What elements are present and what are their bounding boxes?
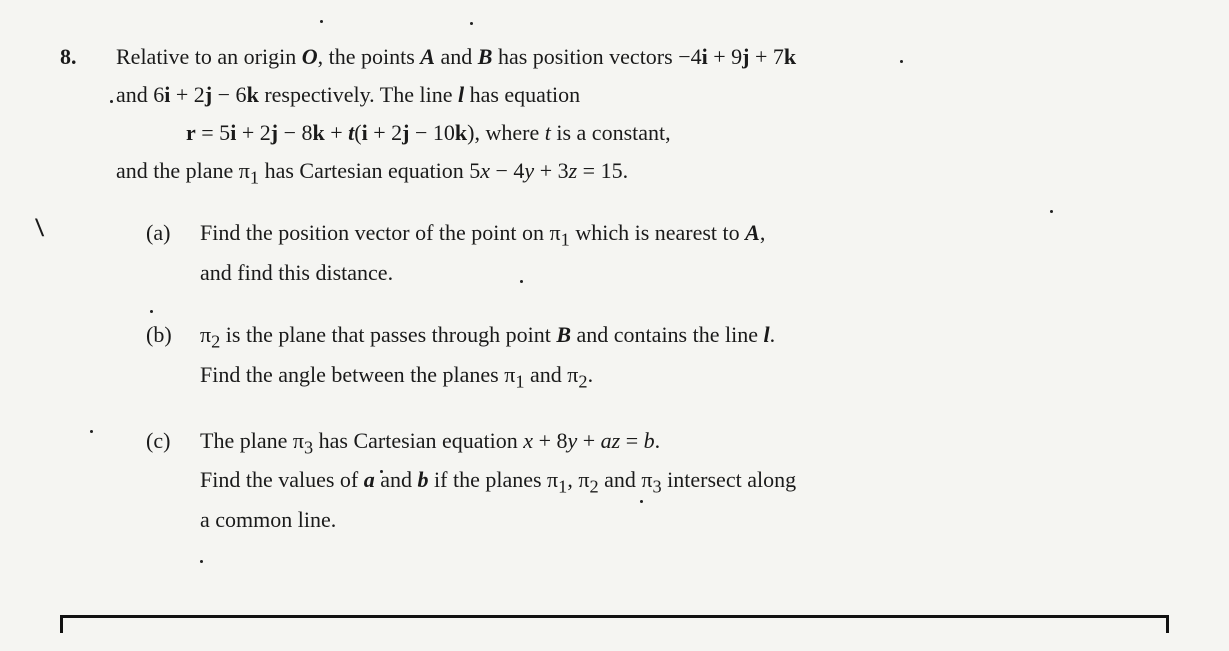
plane-line: and the plane π1 has Cartesian equation …	[116, 154, 1179, 192]
photocopy-speck	[640, 500, 643, 503]
part-c-line-1: The plane π3 has Cartesian equation x + …	[200, 424, 1179, 462]
question-body: Relative to an origin O, the points A an…	[116, 40, 1179, 565]
equation-line: r = 5i + 2j − 8k + t(i + 2j − 10k), wher…	[116, 116, 1179, 150]
photocopy-speck	[1050, 210, 1053, 213]
photocopy-speck	[470, 22, 473, 25]
part-c-line-3: a common line.	[200, 503, 1179, 537]
part-b-label: (b)	[146, 318, 186, 398]
part-b-line-2: Find the angle between the planes π1 and…	[200, 358, 1179, 396]
question-intro: Relative to an origin O, the points A an…	[116, 40, 1179, 192]
photocopy-speck	[900, 60, 903, 63]
photocopy-speck	[90, 430, 93, 433]
part-a-label: (a)	[146, 216, 186, 292]
part-b-line-1: π2 is the plane that passes through poin…	[200, 318, 1179, 356]
parts: (a) Find the position vector of the poin…	[116, 216, 1179, 539]
photocopy-speck	[520, 280, 523, 283]
photocopy-speck	[200, 560, 203, 563]
part-c: (c) The plane π3 has Cartesian equation …	[146, 424, 1179, 540]
part-c-line-2: Find the values of a and b if the planes…	[200, 463, 1179, 501]
intro-line-1: Relative to an origin O, the points A an…	[116, 40, 1179, 74]
question-8: 8. Relative to an origin O, the points A…	[60, 40, 1179, 565]
photocopy-speck	[150, 310, 153, 313]
part-b: (b) π2 is the plane that passes through …	[146, 318, 1179, 398]
part-a-line-2: and find this distance.	[200, 256, 1179, 290]
photocopy-speck	[320, 20, 323, 23]
part-c-text: The plane π3 has Cartesian equation x + …	[200, 424, 1179, 540]
part-c-label: (c)	[146, 424, 186, 540]
part-a: (a) Find the position vector of the poin…	[146, 216, 1179, 292]
bottom-box-rule	[60, 615, 1169, 633]
question-number: 8.	[60, 40, 98, 565]
stray-backslash-mark: \	[35, 208, 44, 248]
photocopy-speck	[110, 100, 113, 103]
part-a-text: Find the position vector of the point on…	[200, 216, 1179, 292]
photocopy-speck	[380, 470, 383, 473]
intro-line-2: and 6i + 2j − 6k respectively. The line …	[116, 78, 1179, 112]
part-b-text: π2 is the plane that passes through poin…	[200, 318, 1179, 398]
part-a-line-1: Find the position vector of the point on…	[200, 216, 1179, 254]
